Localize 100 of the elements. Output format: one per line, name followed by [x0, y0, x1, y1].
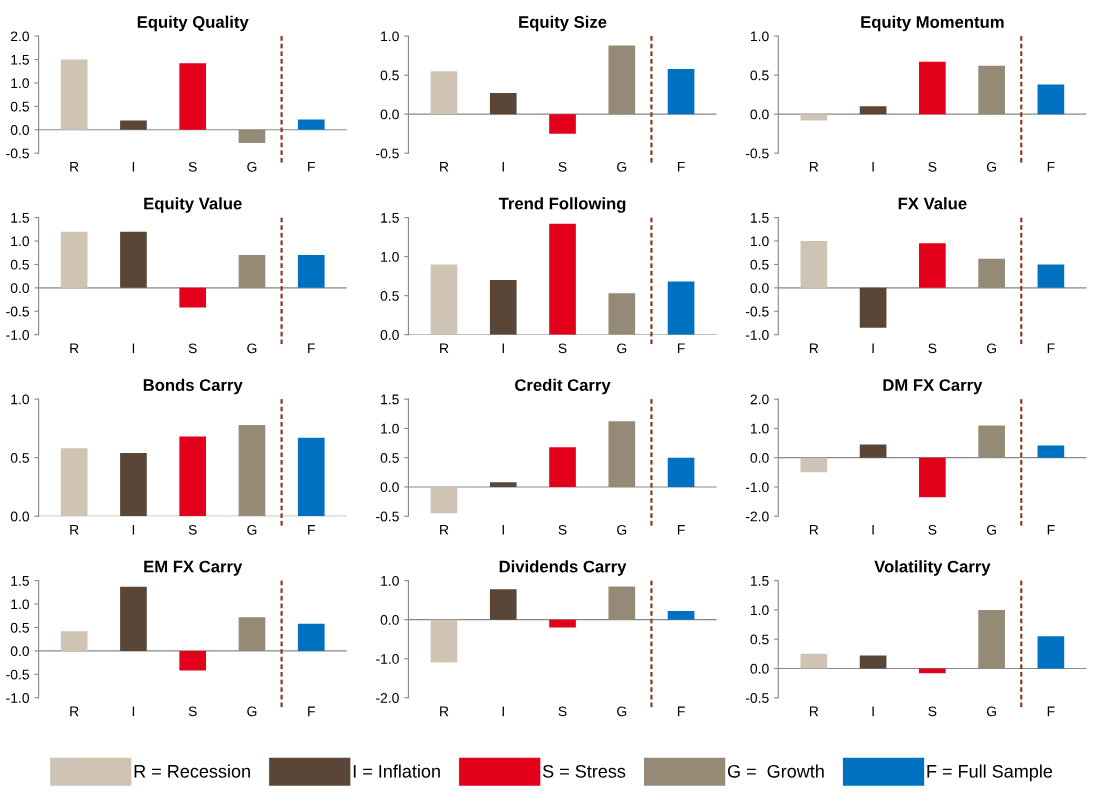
x-tick-label: G — [617, 161, 627, 172]
y-tick-label: -0.5 — [6, 669, 29, 680]
x-tick-label: I — [872, 343, 874, 354]
x-tick-label: S — [928, 161, 937, 172]
y-tick-label: 0.0 — [750, 283, 769, 294]
legend-label: F = Full Sample — [927, 764, 1053, 782]
y-tick-label: 0.0 — [10, 511, 30, 522]
x-tick-label: I — [132, 343, 135, 354]
legend-label: I = Inflation — [353, 764, 440, 778]
x-tick-label: I — [502, 162, 504, 172]
y-tick-label: 0.0 — [10, 646, 30, 657]
x-tick-label: F — [1047, 525, 1055, 535]
x-tick-label: S — [558, 343, 567, 354]
y-tick-label: 0.0 — [750, 453, 769, 463]
x-tick-label: F — [1047, 343, 1055, 354]
x-tick-label: I — [132, 706, 135, 717]
y-tick-label: 0.5 — [10, 453, 29, 463]
y-tick-label: 0.0 — [750, 663, 769, 674]
x-tick-label: I — [502, 525, 504, 535]
y-tick-label: 1.0 — [11, 394, 30, 405]
x-tick-label: R — [809, 343, 819, 354]
x-tick-label: F — [1047, 706, 1055, 717]
x-tick-label: I — [502, 343, 504, 354]
y-tick-label: 0.5 — [380, 70, 399, 81]
legend-label: R = Recession — [134, 764, 250, 778]
x-tick-label: S — [188, 343, 197, 354]
x-tick-label: G — [247, 706, 257, 717]
x-tick-label: G — [247, 524, 257, 535]
x-tick-label: F — [1047, 162, 1055, 172]
x-tick-label: I — [872, 162, 874, 172]
y-tick-label: 0.0 — [750, 109, 769, 120]
chart-title: DM FX Carry — [883, 379, 983, 395]
x-tick-label: R — [440, 162, 449, 172]
x-tick-label: G — [617, 524, 627, 535]
y-tick-label: 1.5 — [750, 576, 769, 586]
y-tick-label: -1.0 — [745, 330, 769, 340]
y-tick-label: -1.0 — [6, 330, 30, 340]
x-tick-label: R — [70, 162, 79, 172]
y-tick-label: 0.5 — [10, 259, 29, 270]
x-tick-label: G — [247, 161, 257, 172]
x-tick-label: S — [928, 524, 937, 535]
y-tick-label: -0.5 — [376, 511, 399, 522]
y-tick-label: 1.0 — [381, 575, 399, 586]
y-tick-label: 1.5 — [750, 213, 769, 223]
y-tick-label: 0.0 — [380, 615, 399, 625]
x-tick-label: G — [986, 161, 996, 172]
chart-title: Trend Following — [498, 197, 626, 213]
y-tick-label: 1.5 — [11, 213, 29, 223]
y-tick-label: -0.5 — [6, 148, 29, 159]
y-tick-label: -2.0 — [745, 511, 769, 522]
y-tick-label: 1.0 — [11, 599, 30, 610]
x-tick-label: G — [986, 524, 996, 535]
y-tick-label: 0.5 — [10, 101, 29, 112]
x-tick-label: I — [872, 706, 874, 717]
chart-title: Bonds Carry — [143, 378, 243, 395]
y-tick-label: 0.5 — [750, 634, 769, 645]
x-tick-label: F — [677, 525, 685, 535]
y-tick-label: 1.5 — [381, 213, 399, 223]
x-tick-label: I — [872, 525, 874, 535]
x-tick-label: R — [440, 525, 449, 535]
y-tick-label: 1.0 — [750, 605, 769, 616]
x-tick-label: S — [928, 706, 937, 717]
y-tick-label: -0.5 — [745, 306, 769, 317]
chart-title: FX Value — [898, 197, 967, 210]
y-tick-label: 1.0 — [11, 78, 30, 89]
chart-title: Equity Quality — [137, 15, 249, 32]
legend-label: S = Stress — [542, 764, 626, 778]
y-tick-label: 1.0 — [750, 31, 769, 42]
x-tick-label: R — [70, 706, 79, 717]
y-tick-label: 1.0 — [381, 31, 399, 42]
x-tick-label: S — [928, 343, 937, 354]
x-tick-label: R — [70, 343, 79, 354]
x-tick-label: S — [188, 706, 197, 717]
legend-label: G = Growth — [727, 764, 824, 778]
x-tick-label: S — [558, 524, 567, 535]
y-tick-label: 1.0 — [11, 236, 30, 247]
x-tick-label: R — [809, 162, 819, 172]
x-tick-label: G — [617, 706, 627, 717]
x-tick-label: R — [809, 525, 819, 535]
y-tick-label: 0.5 — [750, 259, 769, 270]
x-tick-label: S — [558, 161, 567, 172]
x-tick-label: F — [677, 162, 685, 172]
x-tick-label: R — [70, 525, 79, 535]
x-tick-label: R — [440, 706, 449, 717]
y-tick-label: 1.0 — [381, 251, 399, 262]
chart-title: EM FX Carry — [144, 560, 243, 576]
y-tick-label: -0.5 — [376, 148, 399, 159]
x-tick-label: G — [986, 343, 996, 354]
chart-title: Equity Size — [519, 15, 607, 32]
y-tick-label: 1.0 — [750, 236, 769, 247]
x-tick-label: S — [188, 524, 197, 535]
y-tick-label: 2.0 — [10, 31, 30, 42]
y-tick-label: -2.0 — [376, 693, 399, 703]
y-tick-label: 0.5 — [380, 453, 399, 463]
y-tick-label: 0.0 — [380, 482, 399, 493]
x-tick-label: R — [809, 706, 819, 717]
y-tick-label: 0.5 — [750, 70, 769, 81]
y-tick-label: 1.0 — [750, 423, 769, 434]
x-tick-label: I — [132, 162, 135, 172]
chart-title: Dividends Carry — [499, 560, 627, 576]
